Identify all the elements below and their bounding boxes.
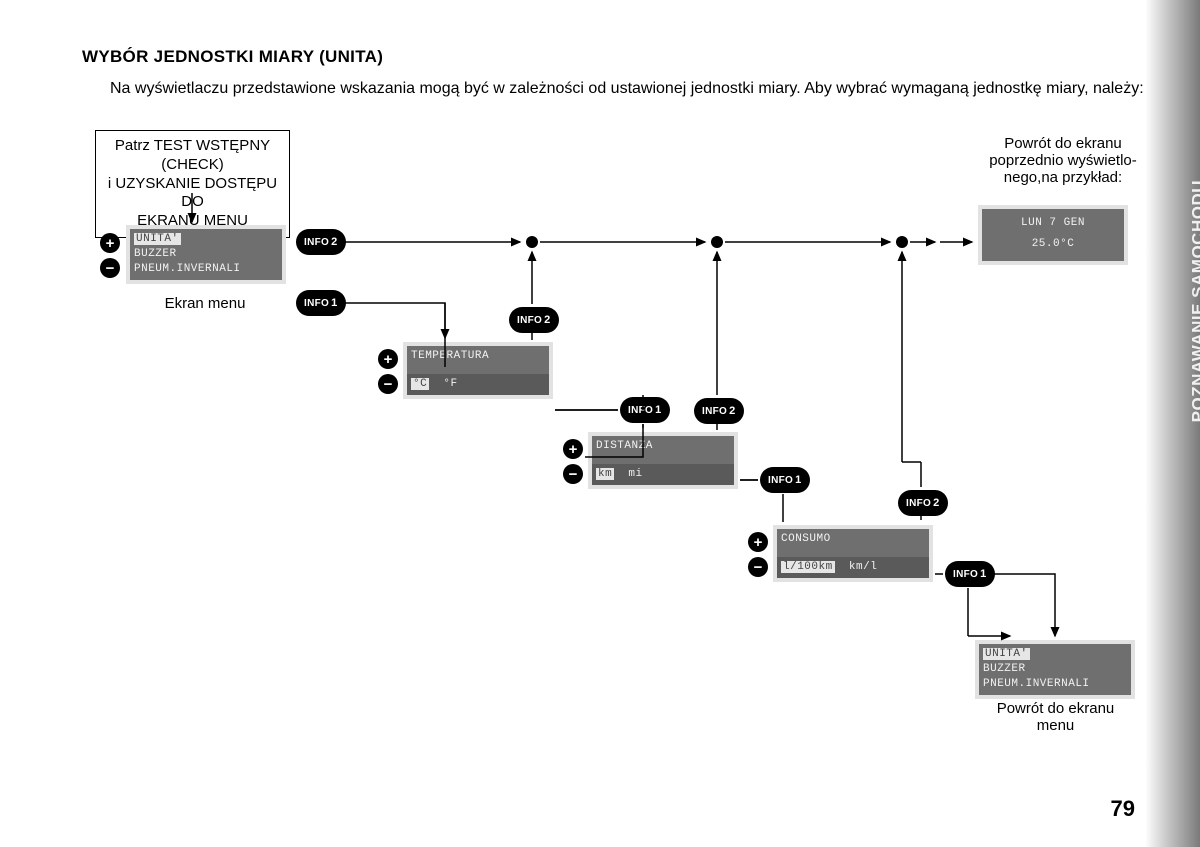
screen-distanza: DISTANZA km mi (588, 432, 738, 489)
caption-return-previous: Powrót do ekranu poprzednio wyświetlo- n… (978, 135, 1148, 186)
flow-dot (526, 236, 538, 248)
flow-dot (896, 236, 908, 248)
entry-instruction-text: Patrz TEST WSTĘPNY (CHECK) i UZYSKANIE D… (108, 137, 277, 229)
plus-icon: + (100, 233, 120, 253)
screen-distanza-title: DISTANZA (596, 439, 730, 464)
plus-icon: + (563, 439, 583, 459)
info1-badge: INFO1 (296, 290, 346, 316)
screen-menu-return-line2: BUZZER (983, 662, 1127, 677)
screen-distanza-opt2: mi (628, 468, 642, 480)
info1-badge: INFO1 (620, 397, 670, 423)
minus-icon: − (748, 557, 768, 577)
plus-icon: + (378, 349, 398, 369)
screen-consumo-selected: l/100km (781, 561, 835, 573)
info2-badge: INFO2 (898, 490, 948, 516)
screen-menu-return-line1: UNITA' (983, 647, 1127, 662)
plus-icon: + (748, 532, 768, 552)
screen-temperatura: TEMPERATURA °C °F (403, 342, 553, 399)
caption-return-previous-text: Powrót do ekranu poprzednio wyświetlo- n… (989, 135, 1137, 186)
caption-return-menu: Powrót do ekranu menu (988, 700, 1123, 734)
screen-menu-return-line3: PNEUM.INVERNALI (983, 677, 1127, 692)
info1-badge: INFO1 (945, 561, 995, 587)
screen-temperatura-title: TEMPERATURA (411, 349, 545, 374)
page-number: 79 (1111, 796, 1135, 822)
screen-menu-line3: PNEUM.INVERNALI (134, 262, 278, 277)
screen-date-line1: LUN 7 GEN (986, 212, 1120, 231)
minus-icon: − (378, 374, 398, 394)
side-tab-gradient (1145, 0, 1200, 847)
screen-date-line2: 25.0°C (986, 231, 1120, 252)
screen-temperatura-selected: °C (411, 378, 429, 390)
screen-consumo: CONSUMO l/100km km/l (773, 525, 933, 582)
page: POZNAWANIE SAMOCHODU WYBÓR JEDNOSTKI MIA… (0, 0, 1200, 847)
screen-menu: UNITA' BUZZER PNEUM.INVERNALI (126, 225, 286, 284)
screen-consumo-opt2: km/l (849, 561, 877, 573)
info2-badge: INFO2 (296, 229, 346, 255)
info2-badge: INFO2 (509, 307, 559, 333)
info1-badge: INFO1 (760, 467, 810, 493)
screen-temperatura-opt2: °F (443, 378, 457, 390)
minus-icon: − (563, 464, 583, 484)
screen-date: LUN 7 GEN 25.0°C (978, 205, 1128, 265)
caption-return-menu-text: Powrót do ekranu menu (997, 700, 1115, 734)
screen-distanza-selected: km (596, 468, 614, 480)
minus-icon: − (100, 258, 120, 278)
page-title: WYBÓR JEDNOSTKI MIARY (UNITA) (82, 47, 383, 67)
screen-consumo-title: CONSUMO (781, 532, 925, 557)
screen-menu-return: UNITA' BUZZER PNEUM.INVERNALI (975, 640, 1135, 699)
side-tab-label: POZNAWANIE SAMOCHODU (1188, 180, 1200, 422)
flow-dot (711, 236, 723, 248)
screen-menu-line1: UNITA' (134, 232, 278, 247)
info2-badge: INFO2 (694, 398, 744, 424)
screen-menu-line2: BUZZER (134, 247, 278, 262)
page-intro: Na wyświetlaczu przedstawione wskazania … (110, 80, 1144, 98)
entry-instruction-box: Patrz TEST WSTĘPNY (CHECK) i UZYSKANIE D… (95, 130, 290, 238)
caption-ekran-menu: Ekran menu (150, 295, 260, 312)
